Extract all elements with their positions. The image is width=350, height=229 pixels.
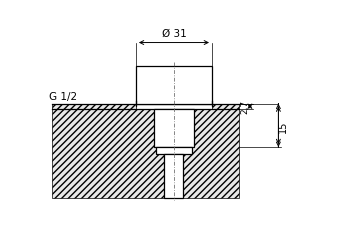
Polygon shape (156, 147, 191, 154)
Text: 15: 15 (278, 120, 288, 132)
Polygon shape (154, 109, 194, 147)
Polygon shape (164, 154, 183, 199)
Polygon shape (183, 104, 239, 199)
Polygon shape (52, 104, 164, 199)
Text: 2,7: 2,7 (240, 100, 250, 114)
Polygon shape (136, 66, 212, 104)
Text: G 1/2: G 1/2 (49, 92, 77, 101)
Text: Ø 31: Ø 31 (162, 29, 186, 39)
